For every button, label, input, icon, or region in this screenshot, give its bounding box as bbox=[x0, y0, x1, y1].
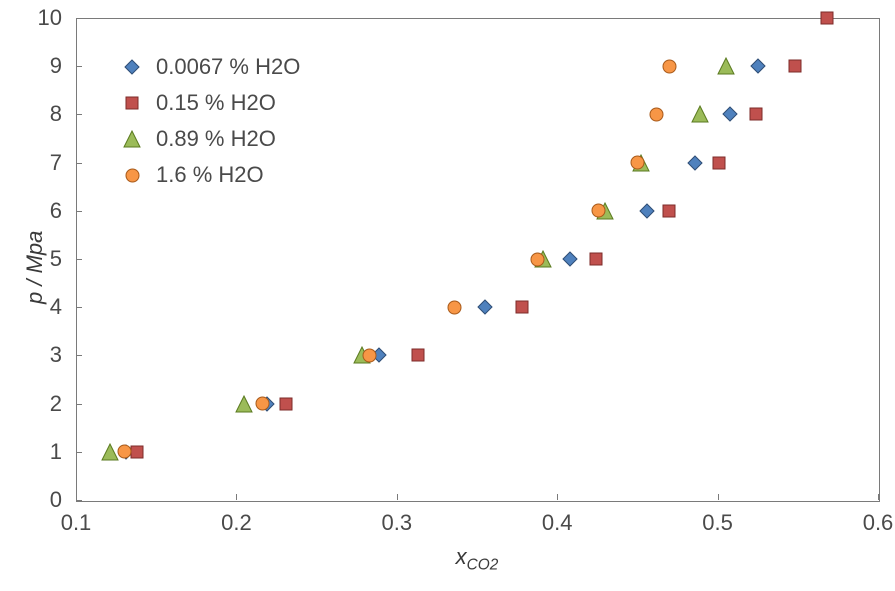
y-axis-label: p / Mpa bbox=[22, 231, 48, 304]
legend-entry: 0.0067 % H2O bbox=[118, 56, 300, 78]
legend-label: 1.6 % H2O bbox=[156, 162, 264, 188]
data-point bbox=[662, 59, 677, 74]
y-tick-label: 7 bbox=[0, 150, 62, 176]
legend-entry: 0.89 % H2O bbox=[118, 128, 300, 150]
data-point bbox=[687, 155, 703, 171]
y-tick-label: 9 bbox=[0, 53, 62, 79]
legend: 0.0067 % H2O 0.15 % H2O 0.89 % H2O 1.6 % H2… bbox=[118, 56, 300, 200]
legend-marker bbox=[118, 168, 146, 183]
data-point bbox=[279, 397, 293, 411]
data-point bbox=[130, 445, 144, 459]
x-tick-label: 0.6 bbox=[838, 510, 895, 536]
data-point bbox=[235, 395, 253, 413]
data-point bbox=[255, 396, 270, 411]
data-point bbox=[820, 11, 834, 25]
data-point bbox=[717, 57, 735, 75]
x-tick-label: 0.1 bbox=[36, 510, 116, 536]
data-point bbox=[691, 105, 709, 123]
y-tick-mark bbox=[76, 307, 82, 308]
y-tick-mark bbox=[76, 259, 82, 260]
y-tick-label: 2 bbox=[0, 391, 62, 417]
data-point bbox=[649, 107, 664, 122]
data-point bbox=[562, 251, 578, 267]
data-point bbox=[589, 252, 603, 266]
legend-label: 0.0067 % H2O bbox=[156, 54, 300, 80]
data-point bbox=[515, 300, 529, 314]
data-point bbox=[530, 252, 545, 267]
legend-entry: 1.6 % H2O bbox=[118, 164, 300, 186]
y-tick-label: 1 bbox=[0, 439, 62, 465]
scatter-chart: 012345678910 0.10.20.30.40.50.6 p / Mpa … bbox=[0, 0, 895, 591]
legend-label: 0.15 % H2O bbox=[156, 90, 276, 116]
data-point bbox=[477, 299, 493, 315]
y-tick-mark bbox=[76, 355, 82, 356]
x-tick-mark bbox=[397, 494, 398, 500]
legend-entry: 0.15 % H2O bbox=[118, 92, 300, 114]
legend-marker bbox=[118, 130, 146, 148]
data-point bbox=[639, 203, 655, 219]
data-point bbox=[362, 348, 377, 363]
x-tick-mark bbox=[878, 494, 879, 500]
y-tick-mark bbox=[76, 452, 82, 453]
y-tick-label: 6 bbox=[0, 198, 62, 224]
x-tick-mark bbox=[718, 494, 719, 500]
legend-marker bbox=[118, 59, 146, 75]
x-tick-mark bbox=[76, 494, 77, 500]
x-tick-mark bbox=[557, 494, 558, 500]
legend-label: 0.89 % H2O bbox=[156, 126, 276, 152]
y-tick-mark bbox=[76, 404, 82, 405]
x-tick-mark bbox=[236, 494, 237, 500]
x-axis-label: xCO2 bbox=[427, 544, 527, 574]
x-tick-label: 0.2 bbox=[196, 510, 276, 536]
data-point bbox=[712, 156, 726, 170]
y-tick-mark bbox=[76, 500, 82, 501]
data-point bbox=[411, 348, 425, 362]
data-point bbox=[788, 59, 802, 73]
data-point bbox=[117, 444, 132, 459]
data-point bbox=[750, 58, 766, 74]
y-tick-mark bbox=[76, 18, 82, 19]
y-tick-label: 10 bbox=[0, 5, 62, 31]
x-tick-label: 0.3 bbox=[357, 510, 437, 536]
data-point bbox=[447, 300, 462, 315]
legend-marker bbox=[118, 96, 146, 110]
x-tick-label: 0.4 bbox=[517, 510, 597, 536]
data-point bbox=[591, 203, 606, 218]
data-point bbox=[662, 204, 676, 218]
y-tick-mark bbox=[76, 66, 82, 67]
y-tick-mark bbox=[76, 163, 82, 164]
data-point bbox=[749, 107, 763, 121]
data-point bbox=[722, 106, 738, 122]
data-point bbox=[630, 155, 645, 170]
y-tick-label: 3 bbox=[0, 342, 62, 368]
y-tick-mark bbox=[76, 114, 82, 115]
y-tick-mark bbox=[76, 211, 82, 212]
y-tick-label: 8 bbox=[0, 101, 62, 127]
x-tick-label: 0.5 bbox=[678, 510, 758, 536]
